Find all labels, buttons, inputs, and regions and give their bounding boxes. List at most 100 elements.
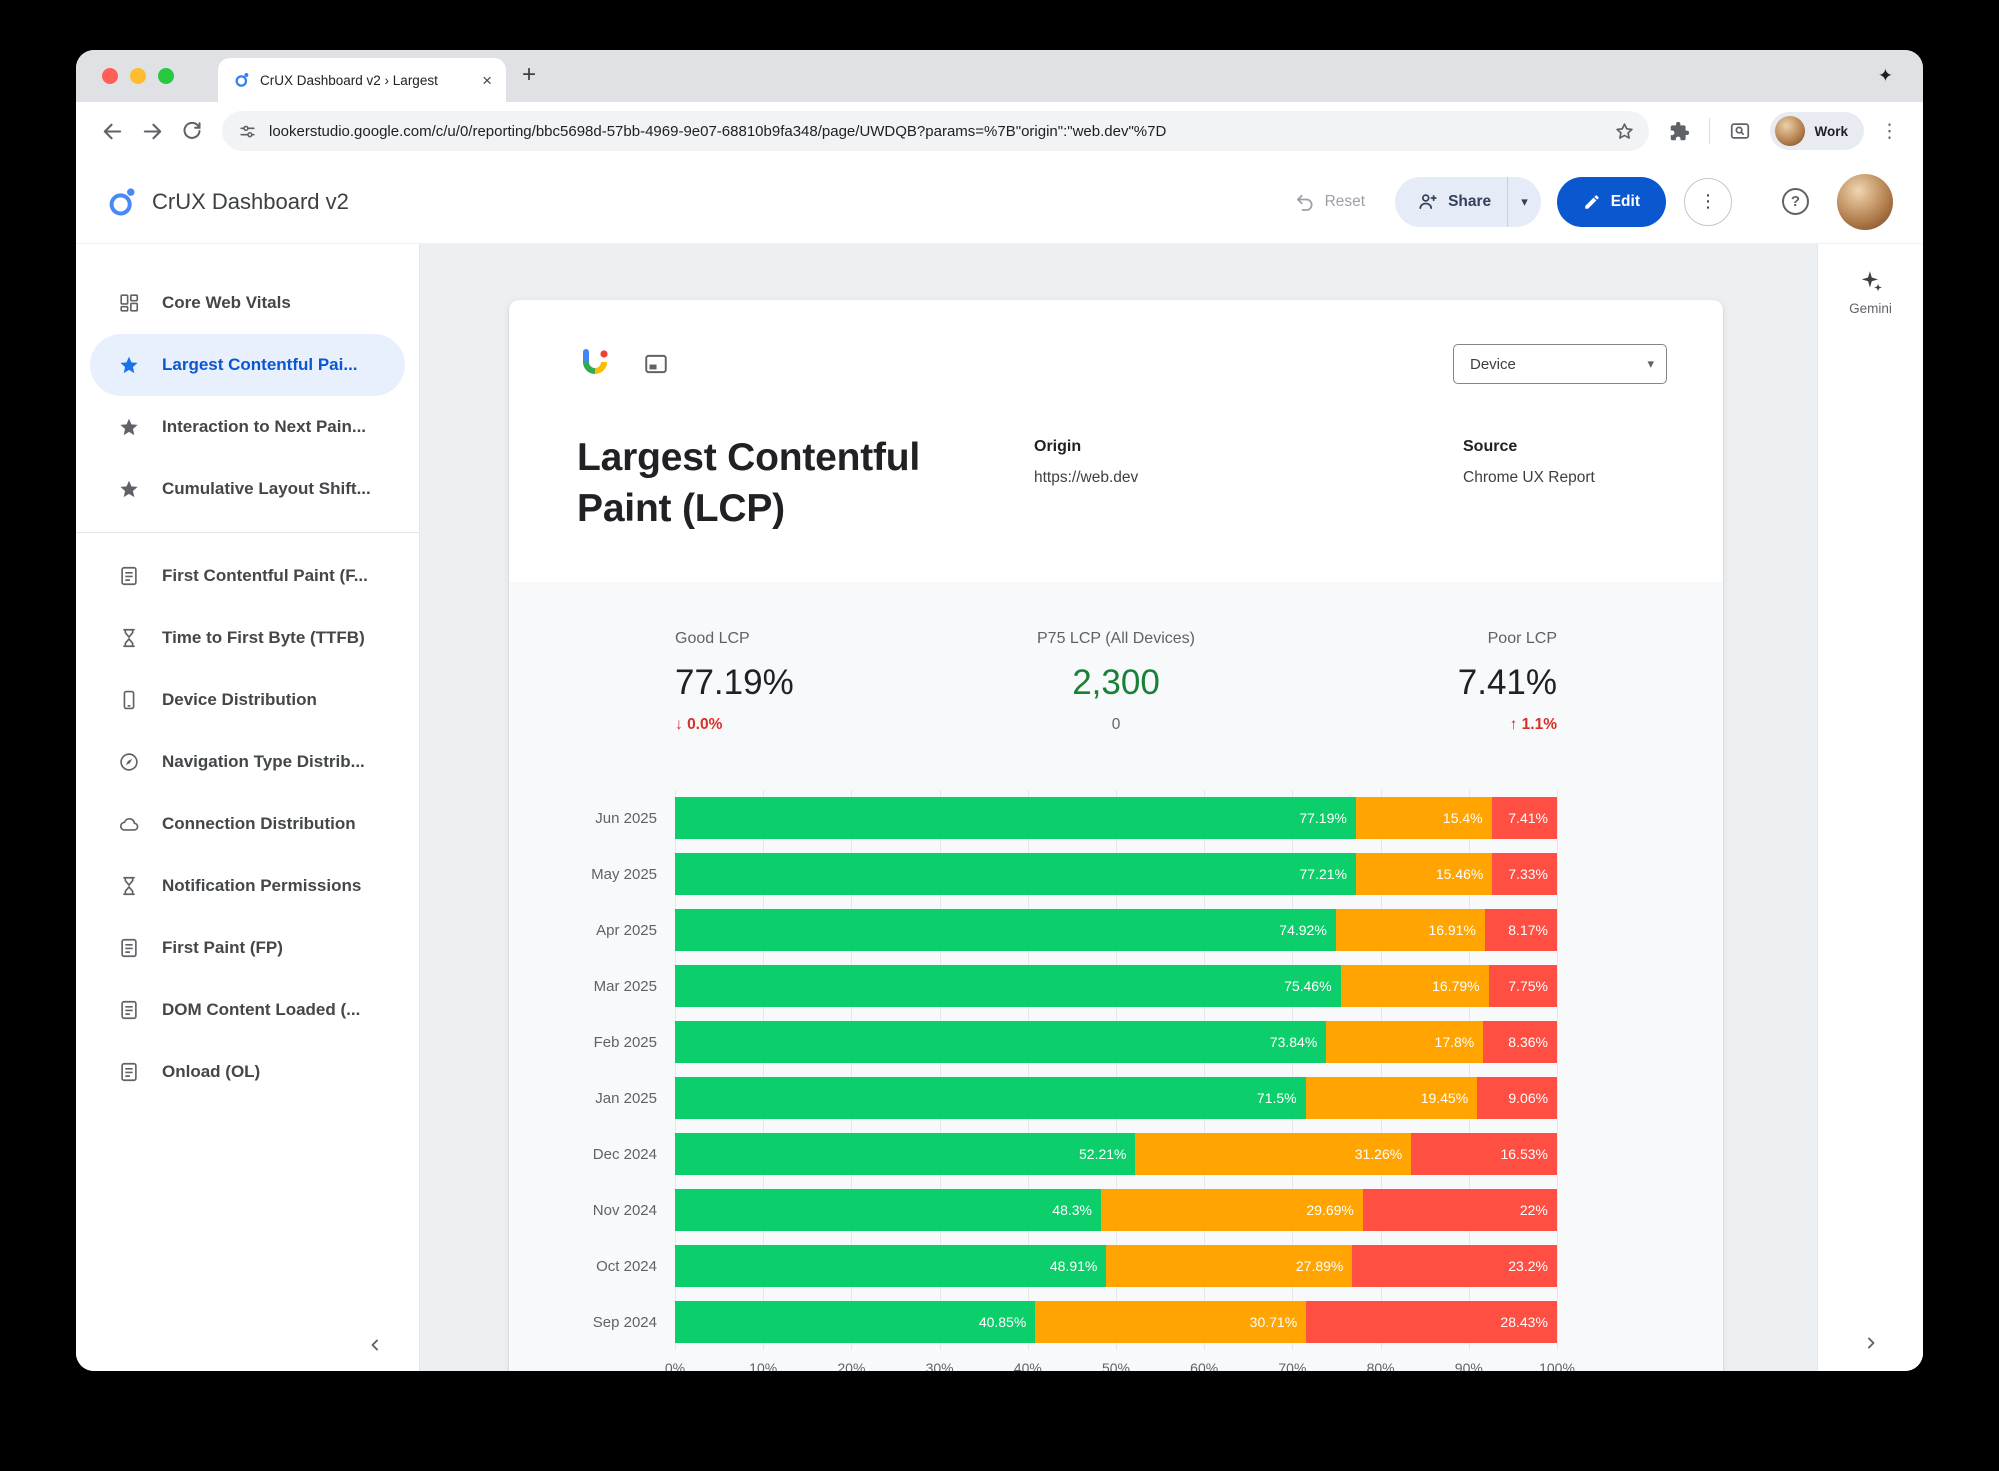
zoom-window-button[interactable] — [158, 68, 174, 84]
close-window-button[interactable] — [102, 68, 118, 84]
share-dropdown-caret[interactable]: ▾ — [1521, 193, 1528, 209]
sidebar-collapse-button[interactable] — [365, 1335, 385, 1355]
sidebar-item-cumulative-layout-shift[interactable]: Cumulative Layout Shift... — [90, 458, 405, 520]
bar-segment-good[interactable]: 74.92% — [675, 909, 1336, 951]
back-button[interactable] — [92, 111, 132, 151]
side-panel-search-icon[interactable] — [1720, 111, 1760, 151]
browser-tab[interactable]: CrUX Dashboard v2 › Largest × — [218, 58, 506, 102]
bar-segment-needs-improvement[interactable]: 15.46% — [1355, 853, 1493, 895]
gemini-sparkle-icon[interactable] — [1858, 268, 1884, 294]
minimize-window-button[interactable] — [130, 68, 146, 84]
gridline — [1468, 790, 1470, 1350]
sidebar-item-time-to-first-byte[interactable]: Time to First Byte (TTFB) — [90, 607, 405, 669]
reset-button[interactable]: Reset — [1295, 192, 1365, 212]
origin-label: Origin — [1034, 438, 1082, 455]
document-icon — [118, 1061, 140, 1083]
account-avatar[interactable] — [1837, 173, 1893, 230]
bar-segment-poor[interactable]: 7.75% — [1488, 965, 1557, 1007]
reload-button[interactable] — [172, 111, 212, 151]
profile-chip[interactable]: Work — [1770, 112, 1864, 150]
browser-menu-icon[interactable]: ⋮ — [1880, 120, 1899, 142]
new-tab-button[interactable]: + — [522, 60, 537, 88]
bar-value-label: 16.91% — [1428, 922, 1476, 938]
frame-icon[interactable] — [643, 351, 669, 377]
bar-value-label: 8.17% — [1508, 922, 1548, 938]
sidebar-item-dom-content-loaded[interactable]: DOM Content Loaded (... — [90, 979, 405, 1041]
bar-segment-needs-improvement[interactable]: 19.45% — [1305, 1077, 1478, 1119]
sidebar-item-first-paint[interactable]: First Paint (FP) — [90, 917, 405, 979]
bar-segment-poor[interactable]: 16.53% — [1411, 1133, 1557, 1175]
bar-segment-needs-improvement[interactable]: 17.8% — [1326, 1021, 1484, 1063]
chart-x-axis: 0% 10% 20% 30% 40% 50% 60% 70% 80% 90% 100% — [665, 1360, 1575, 1371]
chart-row-track: 52.21% 31.26% 16.53% — [675, 1133, 1557, 1175]
sparkle-icon[interactable]: ✦ — [1877, 65, 1893, 86]
panel-expand-button[interactable] — [1861, 1333, 1881, 1353]
bookmark-star-icon[interactable] — [1614, 121, 1635, 142]
bar-segment-poor[interactable]: 7.33% — [1492, 853, 1557, 895]
sidebar-item-notification-permissions[interactable]: Notification Permissions — [90, 855, 405, 917]
gridline — [1204, 790, 1206, 1350]
bar-segment-good[interactable]: 77.21% — [675, 853, 1356, 895]
bar-segment-poor[interactable]: 8.36% — [1483, 1021, 1557, 1063]
bar-segment-needs-improvement[interactable]: 15.4% — [1355, 797, 1492, 839]
bar-segment-good[interactable]: 71.5% — [675, 1077, 1306, 1119]
sidebar-item-label: DOM Content Loaded (... — [162, 1000, 361, 1019]
bar-segment-good[interactable]: 75.46% — [675, 965, 1341, 1007]
device-filter-dropdown[interactable]: Device ▾ — [1453, 344, 1667, 384]
site-settings-icon[interactable] — [238, 122, 257, 141]
share-button[interactable]: Share ▾ — [1395, 176, 1541, 227]
chart-row: Apr 2025 74.92% 16.91% 8.17% — [596, 902, 1557, 958]
bar-segment-needs-improvement[interactable]: 16.91% — [1335, 909, 1485, 951]
sidebar-item-connection-distribution[interactable]: Connection Distribution — [90, 793, 405, 855]
bar-segment-poor[interactable]: 23.2% — [1352, 1245, 1557, 1287]
person-add-icon — [1419, 194, 1437, 209]
bar-segment-needs-improvement[interactable]: 29.69% — [1101, 1189, 1363, 1231]
help-button[interactable]: ? — [1782, 188, 1809, 215]
browser-toolbar: lookerstudio.google.com/c/u/0/reporting/… — [76, 102, 1923, 160]
tab-close-icon[interactable]: × — [482, 70, 492, 90]
bar-segment-good[interactable]: 73.84% — [675, 1021, 1327, 1063]
bar-segment-good[interactable]: 48.3% — [675, 1189, 1101, 1231]
report-page-sidebar: Core Web Vitals Largest Contentful Pai...… — [76, 244, 420, 1371]
chart-row-track: 75.46% 16.79% 7.75% — [675, 965, 1557, 1007]
bar-segment-poor[interactable]: 8.17% — [1484, 909, 1557, 951]
sidebar-item-first-contentful-paint[interactable]: First Contentful Paint (F... — [90, 545, 405, 607]
bar-segment-good[interactable]: 40.85% — [675, 1301, 1036, 1343]
bar-segment-good[interactable]: 48.91% — [675, 1245, 1107, 1287]
sidebar-item-label: Device Distribution — [162, 690, 317, 709]
pencil-icon — [1584, 194, 1599, 209]
sidebar-item-interaction-to-next-paint[interactable]: Interaction to Next Pain... — [90, 396, 405, 458]
gridline — [939, 790, 941, 1350]
sidebar-item-onload[interactable]: Onload (OL) — [90, 1041, 405, 1103]
url-bar[interactable]: lookerstudio.google.com/c/u/0/reporting/… — [222, 111, 1650, 151]
bar-segment-needs-improvement[interactable]: 31.26% — [1135, 1133, 1412, 1175]
bar-value-label: 22% — [1519, 1202, 1548, 1218]
source-block: Source Chrome UX Report — [1463, 432, 1667, 534]
gridline — [1116, 790, 1117, 1350]
sidebar-item-navigation-type-distribution[interactable]: Navigation Type Distrib... — [90, 731, 405, 793]
more-options-button[interactable]: ⋮ — [1684, 177, 1732, 226]
bar-segment-good[interactable]: 52.21% — [675, 1133, 1136, 1175]
profile-label: Work — [1814, 123, 1848, 139]
looker-studio-logo — [109, 187, 135, 215]
bar-segment-needs-improvement[interactable]: 30.71% — [1035, 1301, 1307, 1343]
bar-value-label: 8.36% — [1508, 1034, 1548, 1050]
bar-value-label: 48.91% — [1049, 1258, 1098, 1274]
delta-up: ↑ 1.1% — [1509, 716, 1557, 733]
sidebar-item-largest-contentful-paint[interactable]: Largest Contentful Pai... — [90, 334, 405, 396]
bar-segment-poor[interactable]: 22% — [1362, 1189, 1557, 1231]
bar-segment-poor[interactable]: 7.41% — [1491, 797, 1557, 839]
bar-segment-good[interactable]: 77.19% — [675, 797, 1356, 839]
edit-button[interactable]: Edit — [1556, 176, 1666, 227]
forward-button[interactable] — [132, 111, 172, 151]
chart-row: Feb 2025 73.84% 17.8% 8.36% — [594, 1014, 1557, 1070]
main-area: Core Web Vitals Largest Contentful Pai...… — [76, 244, 1923, 1371]
extensions-icon[interactable] — [1659, 111, 1699, 151]
sidebar-item-device-distribution[interactable]: Device Distribution — [90, 669, 405, 731]
bar-segment-needs-improvement[interactable]: 27.89% — [1106, 1245, 1353, 1287]
bar-segment-poor[interactable]: 28.43% — [1306, 1301, 1557, 1343]
sidebar-item-core-web-vitals[interactable]: Core Web Vitals — [90, 272, 405, 334]
bar-segment-needs-improvement[interactable]: 16.79% — [1340, 965, 1489, 1007]
x-axis-tick: 90% — [1454, 1360, 1483, 1371]
bar-segment-poor[interactable]: 9.06% — [1477, 1077, 1558, 1119]
